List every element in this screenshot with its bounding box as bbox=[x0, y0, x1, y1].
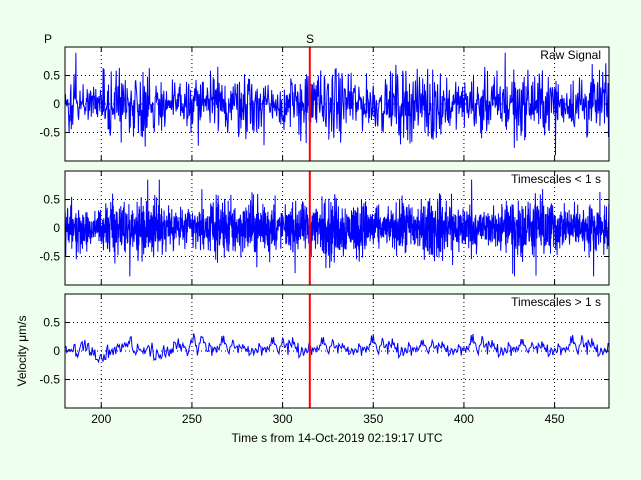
y-tick-label: -0.5 bbox=[39, 250, 60, 264]
y-tick-label: 0.5 bbox=[43, 193, 60, 207]
panel-title: Raw Signal bbox=[540, 48, 601, 62]
y-tick-label: 0 bbox=[53, 221, 60, 235]
panel-2: -0.5 0 0.5 Timescales < 1 s bbox=[39, 170, 610, 286]
x-tick-label: 300 bbox=[273, 412, 293, 426]
y-tick-label: -0.5 bbox=[39, 126, 60, 140]
y-tick-label: 0 bbox=[53, 344, 60, 358]
panel-title: Timescales < 1 s bbox=[511, 172, 601, 186]
x-axis-label: Time s from 14-Oct-2019 02:19:17 UTC bbox=[232, 431, 443, 445]
y-tick-label: 0.5 bbox=[43, 316, 60, 330]
signal-trace bbox=[64, 52, 610, 156]
panel-3: 200 250 300 350 400 450 -0.5 0 0.5 Timescales > 1… bbox=[39, 293, 610, 426]
panel-1: -0.5 0 0.5 Raw Signal bbox=[39, 46, 610, 162]
x-tick-label: 200 bbox=[91, 412, 111, 426]
s-marker-label: S bbox=[306, 32, 314, 46]
axes-box bbox=[64, 170, 610, 286]
axes-box bbox=[64, 46, 610, 162]
panel-title: Timescales > 1 s bbox=[511, 295, 601, 309]
y-axis-label: Velocity μm/s bbox=[15, 316, 29, 387]
y-tick-label: 0 bbox=[53, 97, 60, 111]
axes-box bbox=[64, 293, 610, 409]
p-marker-label: P bbox=[44, 32, 52, 46]
signal-trace bbox=[64, 179, 610, 277]
x-tick-label: 450 bbox=[545, 412, 565, 426]
y-tick-label: -0.5 bbox=[39, 373, 60, 387]
signal-trace bbox=[64, 333, 610, 364]
y-tick-label: 0.5 bbox=[43, 69, 60, 83]
x-tick-label: 250 bbox=[182, 412, 202, 426]
x-tick-label: 400 bbox=[454, 412, 474, 426]
x-tick-label: 350 bbox=[363, 412, 383, 426]
